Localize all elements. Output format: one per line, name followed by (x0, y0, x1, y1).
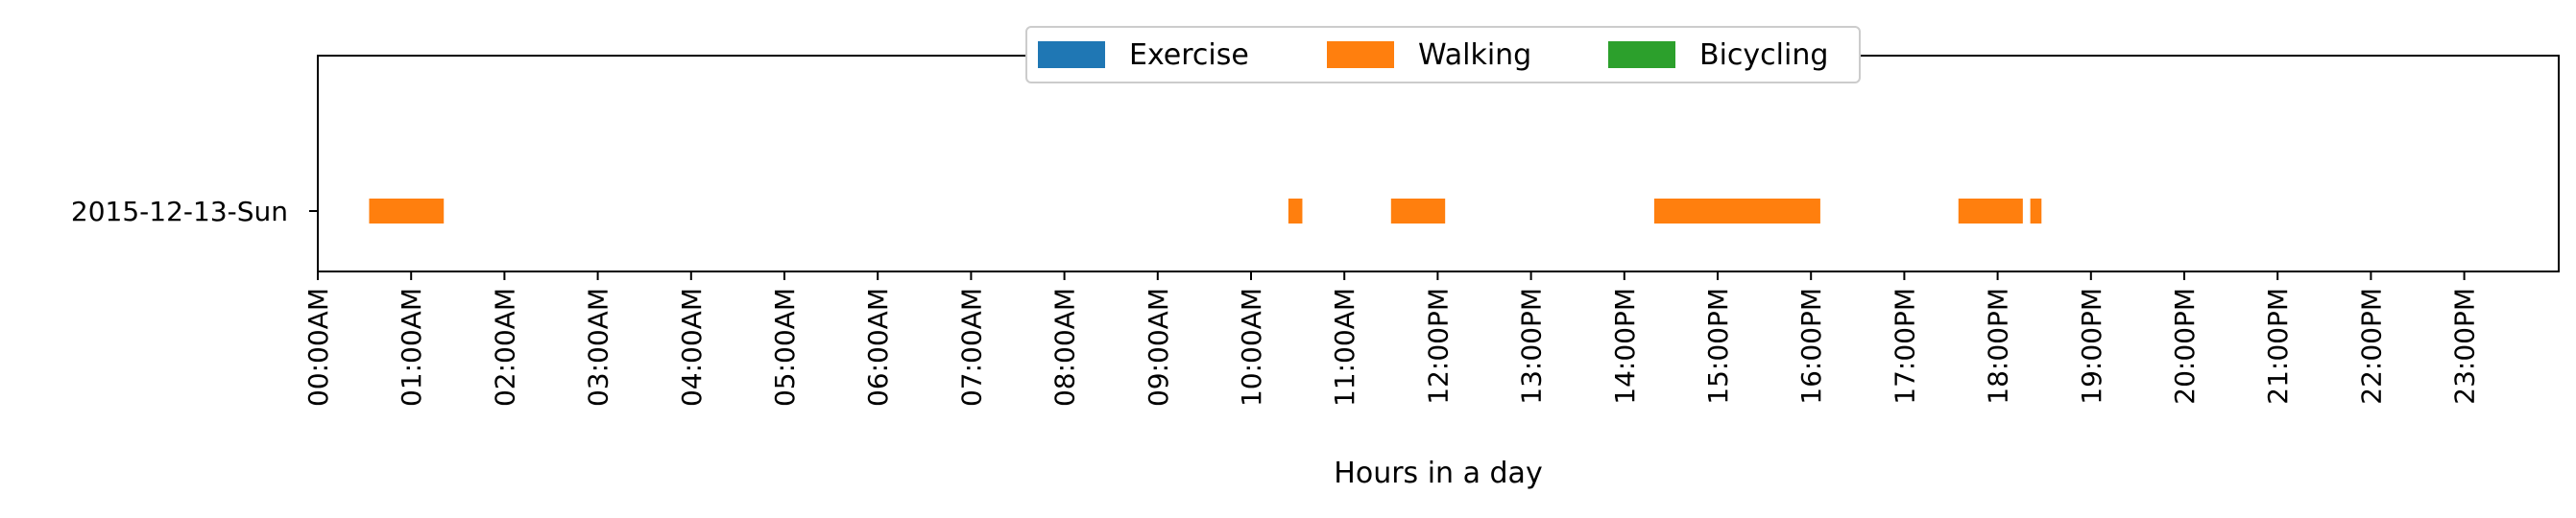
legend-swatch-exercise (1038, 41, 1105, 68)
x-tick-label: 07:00AM (955, 288, 987, 407)
x-tick-label: 06:00AM (862, 288, 894, 407)
x-tick-label: 20:00PM (2169, 288, 2201, 405)
legend: Exercise Walking Bicycling (1025, 26, 1861, 83)
x-tick-label: 05:00AM (769, 288, 801, 407)
legend-box (1025, 26, 1861, 83)
x-tick-label: 04:00AM (676, 288, 708, 407)
legend-label-walking: Walking (1418, 38, 1531, 72)
x-tick-label: 19:00PM (2076, 288, 2107, 405)
legend-label-exercise: Exercise (1129, 38, 1249, 72)
x-tick-label: 02:00AM (489, 288, 520, 407)
x-tick-label: 17:00PM (1889, 288, 1920, 405)
bar-walking-1 (1288, 199, 1303, 224)
legend-swatch-walking (1327, 41, 1394, 68)
x-tick-label: 09:00AM (1143, 288, 1174, 407)
x-tick-label: 23:00PM (2449, 288, 2481, 405)
x-tick-label: 12:00PM (1422, 288, 1454, 405)
x-tick-label: 10:00AM (1236, 288, 1267, 407)
bars-layer (369, 199, 2042, 224)
x-tick-label: 14:00PM (1609, 288, 1641, 405)
x-tick-label: 21:00PM (2262, 288, 2294, 405)
x-tick-label: 03:00AM (583, 288, 614, 407)
x-tick-label: 08:00AM (1049, 288, 1081, 407)
x-tick-label: 01:00AM (396, 288, 427, 407)
legend-label-bicycling: Bicycling (1699, 38, 1828, 72)
x-tick-label: 15:00PM (1702, 288, 1734, 405)
bar-walking-4 (1958, 199, 2023, 224)
y-tick-label: 2015-12-13-Sun (71, 196, 288, 227)
x-tick-label: 00:00AM (302, 288, 334, 407)
x-tick-label: 22:00PM (2355, 288, 2387, 405)
y-axis: 2015-12-13-Sun (71, 196, 318, 227)
x-tick-label: 16:00PM (1795, 288, 1827, 405)
x-tick-label: 11:00AM (1329, 288, 1360, 407)
x-tick-label: 13:00PM (1516, 288, 1548, 405)
x-axis-label: Hours in a day (1334, 457, 1542, 490)
legend-swatch-bicycling (1608, 41, 1675, 68)
bar-walking-0 (369, 199, 445, 224)
x-axis: 00:00AM 01:00AM 02:00AM 03:00AM 04:00AM 05:00… (302, 271, 2481, 407)
x-tick-label: 18:00PM (1983, 288, 2014, 405)
bar-walking-5 (2030, 199, 2042, 224)
bar-walking-3 (1653, 199, 1820, 224)
bar-walking-2 (1390, 199, 1446, 224)
